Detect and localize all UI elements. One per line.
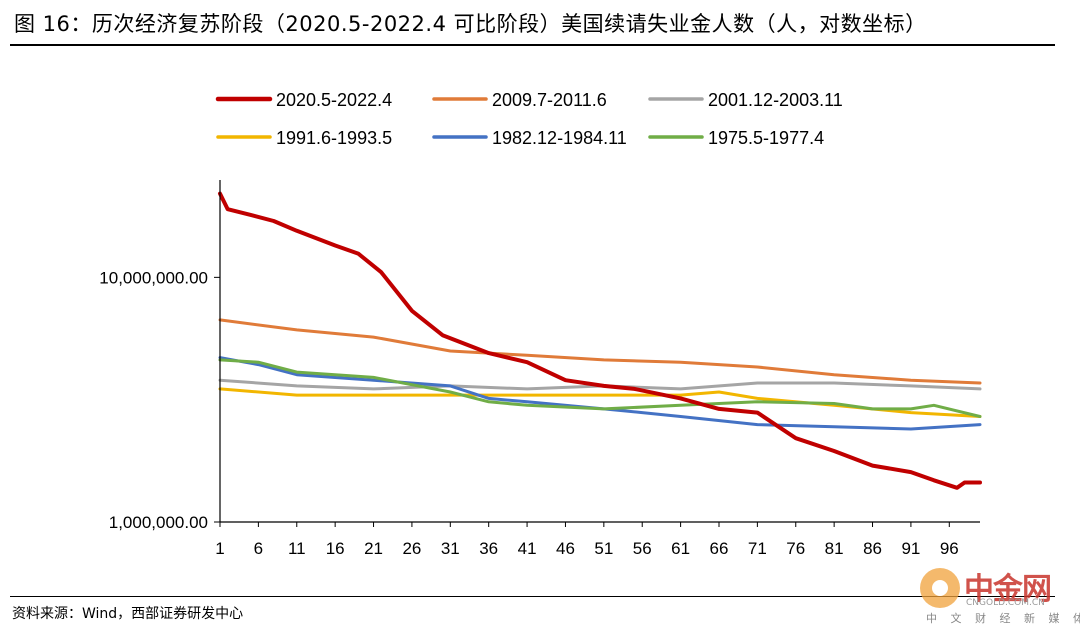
legend-label-4: 1982.12-1984.11 — [492, 128, 627, 148]
x-tick-label: 36 — [479, 539, 498, 558]
x-tick-label: 71 — [748, 539, 767, 558]
x-tick-label: 91 — [901, 539, 920, 558]
x-tick-label: 51 — [594, 539, 613, 558]
legend-label-3: 1991.6-1993.5 — [276, 128, 392, 148]
x-tick-label: 76 — [786, 539, 805, 558]
x-tick-label: 56 — [633, 539, 652, 558]
title-divider — [10, 44, 1055, 46]
x-tick-label: 11 — [288, 539, 306, 558]
source-note: 资料来源：Wind，西部证券研发中心 — [12, 606, 244, 622]
x-tick-label: 61 — [671, 539, 690, 558]
series-line-3 — [218, 387, 982, 418]
x-tick-label: 46 — [556, 539, 575, 558]
x-tick-label: 81 — [825, 539, 844, 558]
x-tick-label: 6 — [254, 539, 263, 558]
legend-label-1: 2009.7-2011.6 — [492, 90, 607, 110]
y-tick-label: 1,000,000.00 — [109, 513, 208, 532]
x-tick-label: 1 — [215, 539, 224, 558]
series-line-0 — [218, 191, 982, 490]
x-tick-label: 21 — [364, 539, 383, 558]
watermark-logo-icon — [920, 568, 960, 608]
legend-label-2: 2001.12-2003.11 — [708, 90, 843, 110]
legend: 2020.5-2022.4 2009.7-2011.6 2001.12-2003.1… — [215, 90, 843, 148]
watermark-subtitle: 中 文 财 经 新 媒 体 — [926, 612, 1080, 625]
x-tick-label: 86 — [863, 539, 882, 558]
series-line-5 — [218, 358, 982, 418]
figure-title: 图 16：历次经济复苏阶段（2020.5-2022.4 可比阶段）美国续请失业金… — [14, 12, 927, 36]
watermark: 中金网 CNGOLD.COM.CN 中 文 财 经 新 媒 体 — [900, 560, 1080, 630]
x-tick-label: 96 — [940, 539, 959, 558]
x-tick-label: 26 — [402, 539, 421, 558]
x-tick-label: 41 — [518, 539, 537, 558]
series-line-1 — [218, 318, 982, 385]
watermark-url: CNGOLD.COM.CN — [966, 598, 1045, 608]
series-line-4 — [218, 356, 982, 431]
legend-label-5: 1975.5-1977.4 — [708, 128, 824, 148]
source-divider — [10, 596, 1055, 597]
y-tick-label: 10,000,000.00 — [99, 268, 208, 287]
watermark-brand: 中金网 — [964, 572, 1052, 607]
plot-area — [218, 191, 982, 490]
legend-label-0: 2020.5-2022.4 — [276, 90, 392, 110]
x-tick-label: 16 — [326, 539, 345, 558]
x-tick-label: 66 — [710, 539, 729, 558]
x-tick-label: 31 — [441, 539, 460, 558]
